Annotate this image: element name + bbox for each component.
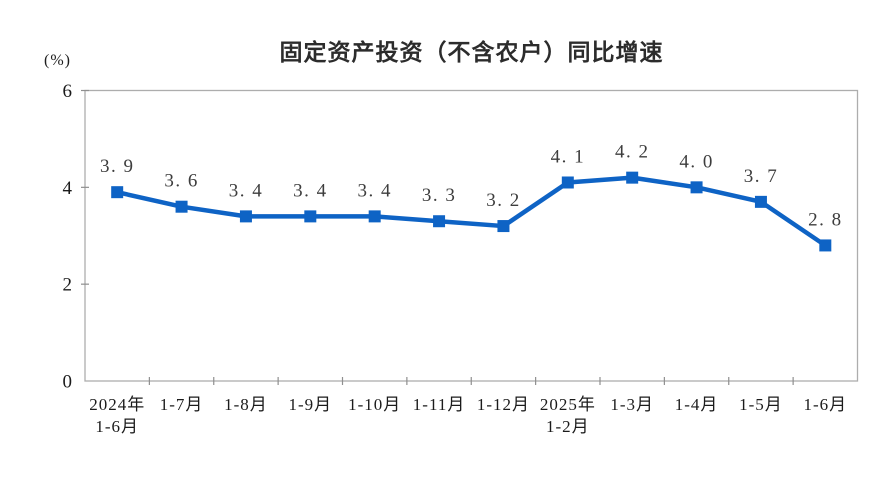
data-point-label: 3. 2 — [486, 190, 521, 211]
data-point-label: 3. 6 — [164, 171, 199, 192]
data-point-label: 3. 9 — [100, 156, 135, 177]
x-axis-category-label: 1-6月 — [803, 395, 847, 414]
y-axis-tick-label: 0 — [63, 372, 74, 393]
chart-title: 固定资产投资（不含农户）同比增速 — [279, 39, 664, 65]
data-line — [114, 175, 828, 248]
data-point-marker — [239, 210, 252, 223]
x-axis-category-label: 1-7月 — [160, 395, 204, 414]
x-axis-category-label: 1-3月 — [610, 395, 654, 414]
data-point-label: 4. 1 — [551, 146, 586, 167]
data-point-marker — [497, 220, 510, 233]
data-point-marker — [626, 171, 639, 184]
y-axis-unit-label: (%) — [44, 52, 71, 69]
data-point-label: 2. 8 — [808, 209, 843, 230]
y-axis-tick-label: 6 — [63, 81, 74, 102]
data-point-marker — [368, 210, 381, 223]
plot-border — [84, 89, 859, 382]
data-point-marker — [304, 210, 317, 223]
data-point-label: 4. 0 — [679, 151, 714, 172]
x-axis-category-label: 2025年 — [540, 395, 596, 414]
data-point-marker — [433, 215, 446, 228]
data-point-label: 3. 7 — [744, 166, 779, 187]
x-axis-category-label: 2024年 — [89, 395, 145, 414]
data-point-marker — [690, 181, 703, 194]
x-axis-category-label: 1-5月 — [739, 395, 783, 414]
x-axis-category-label: 1-12月 — [477, 395, 530, 414]
data-point-label: 3. 4 — [293, 180, 328, 201]
x-axis-category-label: 1-8月 — [224, 395, 268, 414]
x-axis-category-label: 1-10月 — [348, 395, 401, 414]
x-axis-category-label: 1-9月 — [288, 395, 332, 414]
data-point-marker — [819, 239, 832, 252]
x-axis-category-label: 1-2月 — [546, 417, 590, 436]
data-point-label: 3. 3 — [422, 185, 457, 206]
x-axis-category-label: 1-4月 — [675, 395, 719, 414]
y-axis-tick-label: 2 — [63, 275, 74, 296]
x-axis-category-label: 1-11月 — [413, 395, 466, 414]
data-point-marker — [175, 200, 188, 213]
data-point-marker — [111, 186, 124, 199]
data-point-label: 4. 2 — [615, 142, 650, 163]
data-point-marker — [754, 195, 767, 208]
x-axis-category-label: 1-6月 — [95, 417, 139, 436]
data-point-label: 3. 4 — [229, 180, 264, 201]
data-point-marker — [561, 176, 574, 189]
y-axis-tick-label: 4 — [63, 178, 74, 199]
data-point-label: 3. 4 — [357, 180, 392, 201]
